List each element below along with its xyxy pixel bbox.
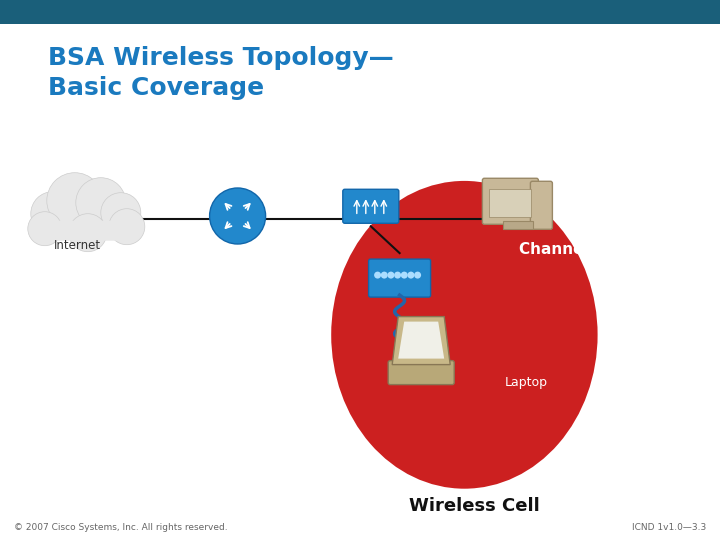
Circle shape <box>394 272 401 279</box>
FancyBboxPatch shape <box>343 190 399 223</box>
Circle shape <box>69 214 107 252</box>
Circle shape <box>374 272 381 279</box>
Text: Laptop: Laptop <box>505 376 547 389</box>
FancyBboxPatch shape <box>531 181 552 229</box>
Circle shape <box>109 208 145 245</box>
Polygon shape <box>392 316 450 365</box>
Circle shape <box>47 173 103 229</box>
Bar <box>0 0 720 24</box>
Bar <box>490 190 531 217</box>
FancyBboxPatch shape <box>35 221 131 241</box>
FancyBboxPatch shape <box>369 259 431 297</box>
Text: BSA Wireless Topology—: BSA Wireless Topology— <box>48 46 394 70</box>
Circle shape <box>381 272 388 279</box>
Circle shape <box>210 188 266 244</box>
Circle shape <box>401 272 408 279</box>
Text: ICND 1v1.0—3.3: ICND 1v1.0—3.3 <box>631 523 706 532</box>
Circle shape <box>28 212 62 246</box>
FancyBboxPatch shape <box>482 178 539 224</box>
FancyBboxPatch shape <box>388 361 454 384</box>
Text: Channel 6: Channel 6 <box>519 242 605 257</box>
Circle shape <box>408 272 415 279</box>
Polygon shape <box>398 322 444 359</box>
Bar <box>503 221 534 229</box>
Circle shape <box>414 272 421 279</box>
Circle shape <box>387 272 395 279</box>
Ellipse shape <box>331 181 598 489</box>
Circle shape <box>31 192 75 235</box>
Circle shape <box>76 178 126 228</box>
Circle shape <box>101 193 141 233</box>
Text: Wireless Cell: Wireless Cell <box>409 497 540 515</box>
Text: © 2007 Cisco Systems, Inc. All rights reserved.: © 2007 Cisco Systems, Inc. All rights re… <box>14 523 228 532</box>
Text: Internet: Internet <box>54 239 102 252</box>
Text: Basic Coverage: Basic Coverage <box>48 76 264 100</box>
